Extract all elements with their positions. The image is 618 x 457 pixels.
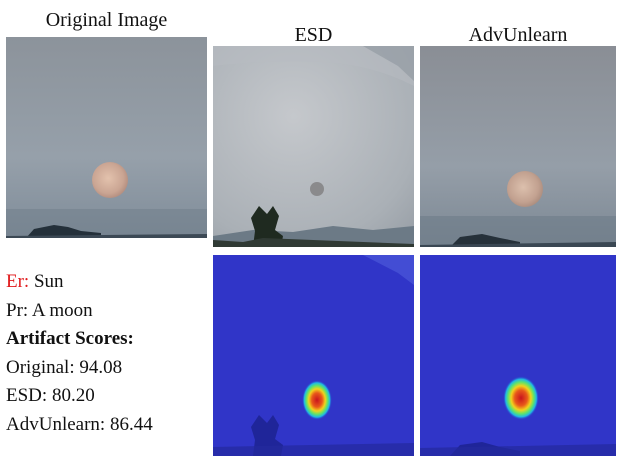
prompt-value: A moon (31, 299, 93, 321)
score-label: ESD: (6, 385, 48, 406)
score-value: 94.08 (79, 356, 123, 378)
score-advunlearn: AdvUnlearn: 86.44 (6, 411, 153, 440)
advunlearn-image (420, 46, 616, 247)
advunlearn-heatmap (420, 255, 616, 456)
esd-image (213, 46, 414, 247)
erased-concept-value: Sun (33, 271, 64, 292)
score-label: Original: (6, 356, 75, 378)
esd-heatmap (213, 255, 414, 456)
notes-block: Er: Sun Pr: A moon Artifact Scores: Orig… (6, 268, 153, 439)
erased-concept-key: Er: (6, 271, 30, 292)
score-esd: ESD: 80.20 (6, 382, 153, 411)
caption-original: Original Image (45, 9, 168, 31)
score-original: Original: 94.08 (6, 354, 153, 383)
artifact-scores-heading: Artifact Scores: (6, 328, 134, 349)
erased-concept-row: Er: Sun (6, 268, 153, 297)
prompt-key: Pr: (6, 299, 29, 321)
caption-advunlearn: AdvUnlearn (468, 24, 568, 46)
score-value: 80.20 (51, 385, 95, 406)
caption-esd: ESD (294, 24, 333, 46)
score-label: AdvUnlearn: (6, 413, 106, 435)
original-image (6, 37, 207, 238)
prompt-row: Pr: A moon (6, 297, 153, 326)
score-value: 86.44 (109, 413, 153, 435)
